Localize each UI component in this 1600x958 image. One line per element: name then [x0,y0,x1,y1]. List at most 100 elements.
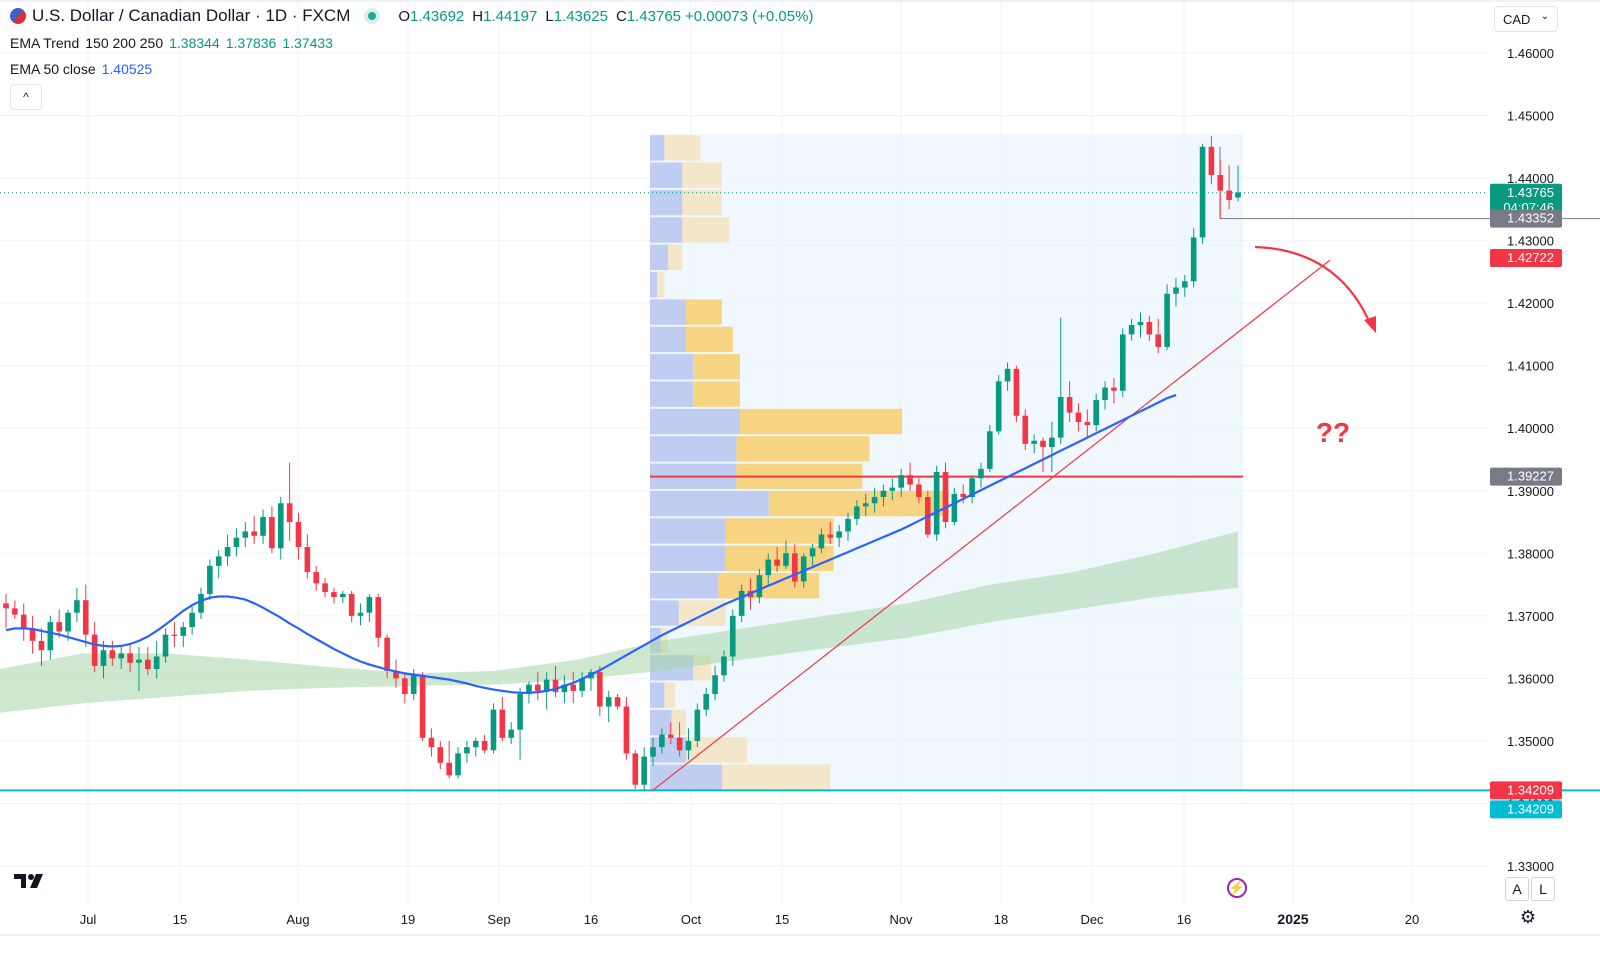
annotation-layer: ?? [1254,245,1376,448]
candle-body [1066,396,1073,413]
price-tick-label: 1.42000 [1507,296,1554,311]
volume-bar-down [740,408,902,435]
price-axis[interactable]: 1.330001.340001.350001.360001.370001.380… [1490,46,1562,874]
candle-body [1093,400,1099,426]
candle-body [56,622,62,632]
candle-body [729,615,736,657]
candle-body [1040,440,1046,447]
candle-body [260,517,266,536]
price-tick-label: 1.41000 [1507,359,1554,374]
time-tick-label: 15 [173,912,187,927]
volume-bar-down [664,135,701,161]
candle-body [623,706,630,754]
currency-select-value: CAD [1503,11,1531,27]
volume-bar-up [650,326,686,353]
price-tag: 1.39227 [1490,467,1562,486]
price-tick-label: 1.46000 [1507,46,1554,61]
volume-bar-down [686,326,733,353]
gear-icon[interactable]: ⚙ [1519,906,1537,927]
time-tick-label: 16 [1177,912,1191,927]
high-value: 1.44197 [483,7,538,25]
candles-layer [3,136,1241,791]
currency-flag-icon [10,8,26,24]
candle-body [783,553,789,566]
candle-body [1199,146,1206,238]
time-tick-label: Aug [286,912,309,927]
candle-body [1146,321,1153,335]
candle-body [765,559,772,576]
indicator-ema50[interactable]: EMA 50 close 1.40525 [10,61,158,77]
candle-body [543,679,550,691]
candle-body [995,381,1002,432]
candle-body [933,472,940,535]
candle-body [428,737,435,748]
market-open-icon [368,12,377,20]
candle-body [907,475,913,485]
candle-body [1208,146,1215,175]
candle-body [1137,321,1144,326]
change-value: +0.00073 (+0.05%) [685,7,814,25]
candle-body [605,697,612,707]
price-tag-label: 1.39227 [1507,469,1554,484]
price-tag-label: 1.34209 [1507,801,1554,816]
candle-body [304,547,311,573]
auto-scale-button[interactable]: A [1505,877,1529,901]
candle-body [136,659,142,663]
flash-icon[interactable]: ⚡ [1227,878,1247,898]
low-label: L [545,7,554,25]
candle-body [1164,293,1170,347]
candle-body [1217,174,1224,191]
volume-bar-down [664,682,676,708]
currency-select[interactable]: CAD ⌄ [1494,6,1558,32]
volume-bar-up [650,217,683,243]
candle-body [712,675,718,695]
volume-bar-up [650,272,658,298]
volume-bar-up [650,764,722,790]
volume-profile [650,134,1243,791]
candle-body [1013,368,1020,416]
volume-bar-down [725,518,834,544]
high-label: H [472,7,484,25]
tradingview-logo-icon[interactable] [12,868,48,892]
candle-body [862,503,869,507]
time-tick-label: Oct [681,912,702,927]
candle-body [100,650,107,666]
candle-body [703,694,710,710]
indicator-ema-trend[interactable]: EMA Trend 150 200 250 1.38344 1.37836 1.… [10,35,339,51]
candle-body [1182,281,1188,288]
volume-bar-down [725,545,834,572]
indicator-name: EMA Trend [10,35,80,51]
candle-body [47,622,54,651]
candle-body [189,612,195,628]
price-tick-label: 1.37000 [1507,609,1554,624]
candle-body [756,575,763,598]
candle-body [721,656,727,676]
price-tag-bg [1490,467,1562,486]
candle-body [29,628,36,641]
volume-bar-up [650,354,694,380]
indicator-value: 1.40525 [101,61,153,77]
collapse-legend-button[interactable]: ^ [10,84,42,110]
time-tick-label: 19 [401,912,415,927]
candle-body [854,506,860,519]
close-value: 1.43765 [626,7,682,25]
symbol-header[interactable]: U.S. Dollar / Canadian Dollar · 1D · FXC… [10,6,817,26]
log-scale-button[interactable]: L [1531,877,1555,901]
candle-body [215,556,222,566]
candle-body [74,600,80,613]
candle-body [277,503,284,549]
candle-body [410,675,417,695]
candle-body [1111,387,1117,391]
price-tag-bg [1490,800,1562,819]
candle-body [313,572,320,584]
candle-body [1102,387,1108,401]
candle-body [1004,368,1011,382]
candle-body [960,493,967,498]
candle-body [1190,237,1197,282]
volume-bar-down [736,436,870,462]
time-axis[interactable]: Jul 15 Aug 19 Sep 16 Oct 15 Nov 18 Dec 16 2025 20 [80,911,1420,927]
candle-body [667,734,674,738]
symbol-title[interactable]: U.S. Dollar / Canadian Dollar · 1D · FXC… [32,6,351,25]
ema50-layer [5,394,1177,694]
